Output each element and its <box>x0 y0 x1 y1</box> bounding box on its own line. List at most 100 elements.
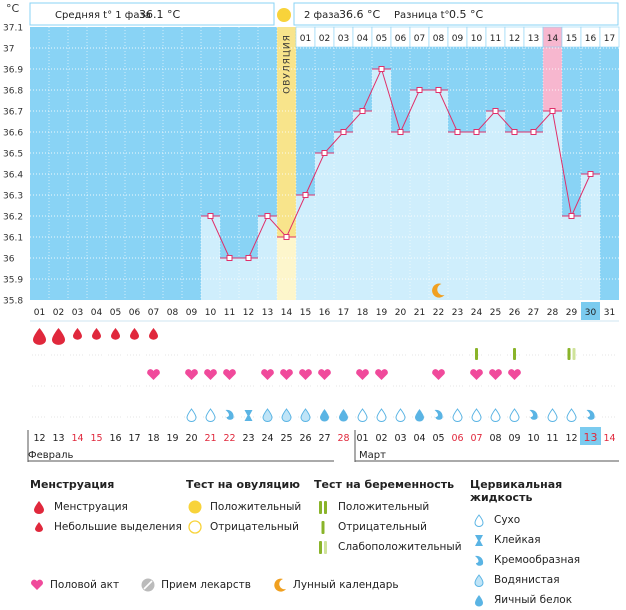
temperature-bar <box>486 111 505 300</box>
temperature-point <box>245 255 252 261</box>
cycle-day-label: 07 <box>414 34 425 44</box>
date-label: 09 <box>186 308 198 318</box>
calendar-day-label: 22 <box>223 433 235 444</box>
calendar-day-label: 10 <box>527 433 539 444</box>
watery-icon <box>470 573 488 587</box>
date-label: 19 <box>376 308 388 318</box>
date-label: 17 <box>338 308 349 318</box>
legend-cervical-dry: Сухо <box>494 514 521 526</box>
y-tick-label: 36.7 <box>3 108 23 118</box>
eggwhite-drop-icon <box>415 409 424 422</box>
legend-cervical-title: Цервикальная жидкость <box>470 478 563 504</box>
cycle-day-label: 12 <box>509 34 520 44</box>
date-label: 22 <box>433 308 444 318</box>
temperature-bar <box>543 111 562 300</box>
heart-icon <box>147 369 160 380</box>
date-label: 05 <box>110 308 121 318</box>
legend-cervical-creamy: Кремообразная <box>494 554 581 566</box>
date-label: 30 <box>585 308 597 318</box>
diff-value: 0.5 °C <box>449 8 483 21</box>
today-calendar-cell <box>580 427 601 445</box>
calendar-day-label: 06 <box>451 433 463 444</box>
calendar-day-label: 15 <box>90 433 102 444</box>
calendar-day-label: 12 <box>565 433 577 444</box>
diff-label: Разница t° <box>394 10 450 21</box>
calendar-day-label: 02 <box>375 433 387 444</box>
cycle-day-label: 17 <box>604 34 615 44</box>
y-tick-label: 36.3 <box>3 192 23 202</box>
calendar-day-label: 21 <box>204 433 216 444</box>
phase2-value: 36.6 °C <box>339 8 380 21</box>
y-tick-label: 36.4 <box>3 171 23 181</box>
bbt-chart: 37.1 37 36.9 36.8 36.7 36.6 36.5 36.4 36.3 36.2 36… <box>3 2 620 462</box>
calendar-day-label: 04 <box>413 433 425 444</box>
date-label: 16 <box>319 308 331 318</box>
menstruation-drop-icon <box>52 328 65 345</box>
dry-drop-icon <box>547 408 558 422</box>
temperature-point <box>511 129 518 135</box>
calendar-day-label: 18 <box>147 433 159 444</box>
phase2-label: 2 фаза <box>304 10 340 21</box>
menstruation-drop-icon <box>33 328 46 345</box>
cycle-day-label: 10 <box>471 34 483 44</box>
date-label: 12 <box>243 308 254 318</box>
cycle-day-label: 16 <box>585 34 597 44</box>
heart-icon <box>470 369 483 380</box>
watery-drop-icon <box>281 408 292 422</box>
cycle-day-label: 03 <box>338 34 349 44</box>
calendar-day-label: 24 <box>261 433 273 444</box>
y-tick-label: 36 <box>3 255 15 265</box>
y-tick-label: 36.8 <box>3 87 23 97</box>
heart-icon <box>204 369 217 380</box>
heart-icon <box>432 369 445 380</box>
watery-drop-icon <box>300 408 311 422</box>
legend-cervical-eggwhite: Яичный белок <box>494 594 573 606</box>
legend-pregnancy-weak: Слабоположительный <box>338 541 462 553</box>
date-label: 18 <box>357 308 369 318</box>
date-label: 04 <box>91 308 103 318</box>
calendar-day-label: 09 <box>508 433 520 444</box>
heart-icon <box>318 369 331 380</box>
dry-drop-icon <box>566 408 577 422</box>
calendar-day-label: 07 <box>470 433 482 444</box>
date-label: 01 <box>34 308 45 318</box>
calendar-day-label: 14 <box>71 433 83 444</box>
pregnancy-test-icon <box>567 348 571 360</box>
legend-menstruation-item: Менструация <box>54 501 128 513</box>
date-label: 24 <box>471 308 483 318</box>
temperature-point <box>435 87 442 93</box>
temperature-bar <box>410 90 429 300</box>
calendar-day-label: 16 <box>109 433 121 444</box>
dry-drop-icon <box>490 408 501 422</box>
calendar-day-label: 26 <box>299 433 311 444</box>
date-label: 25 <box>490 308 501 318</box>
y-tick-label: 36.9 <box>3 66 23 76</box>
legend-pregnancy-test: Тест на беременность Положительный Отриц… <box>314 478 462 557</box>
temperature-point <box>587 171 594 177</box>
temperature-point <box>264 213 271 219</box>
date-label: 20 <box>395 308 407 318</box>
temperature-point <box>283 234 290 240</box>
date-label: 21 <box>414 308 425 318</box>
cycle-day-label: 01 <box>300 34 311 44</box>
temperature-point <box>473 129 480 135</box>
y-tick-label: 36.6 <box>3 129 23 139</box>
legend-pregnancy-title: Тест на беременность <box>314 478 455 491</box>
sticky-icon <box>244 410 253 421</box>
sun-positive-icon <box>186 500 204 514</box>
temperature-bar <box>581 174 600 300</box>
cycle-day-label: 02 <box>319 34 330 44</box>
dry-drop-icon <box>395 408 406 422</box>
test-positive-icon <box>314 500 332 514</box>
heart-icon <box>280 369 293 380</box>
temperature-point <box>492 108 499 114</box>
date-label: 31 <box>604 308 615 318</box>
temperature-point <box>416 87 423 93</box>
cycle-day-label: 15 <box>566 34 577 44</box>
date-label: 11 <box>224 308 235 318</box>
eggwhite-drop-icon <box>339 409 348 422</box>
phase1-label: Средняя t° 1 фаза <box>55 10 151 21</box>
pregnancy-test-icon <box>475 348 478 360</box>
legend-pregnancy-positive: Положительный <box>338 501 430 513</box>
calendar-day-label: 14 <box>603 433 615 444</box>
